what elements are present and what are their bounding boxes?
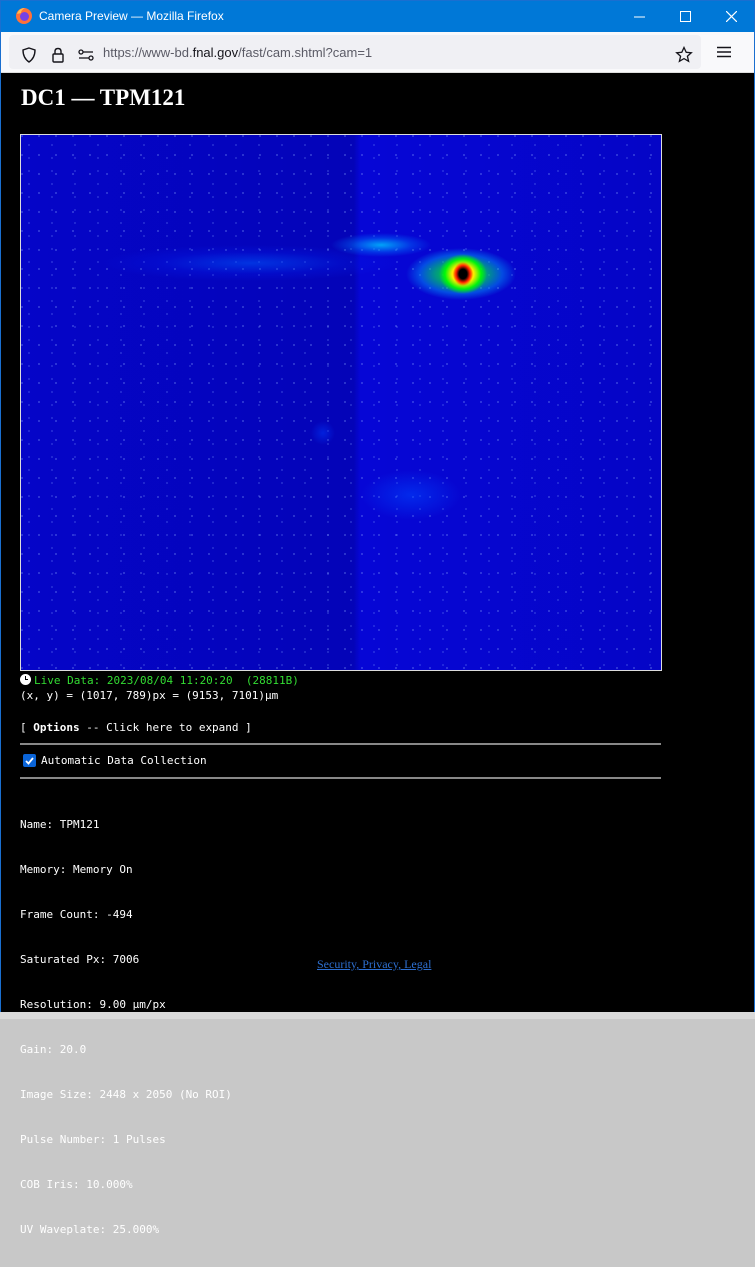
live-data-status: Live Data: 2023/08/04 11:20:20 (28811B) xyxy=(20,674,299,687)
info-memory: Memory: Memory On xyxy=(20,863,133,876)
auto-collection-row[interactable]: Automatic Data Collection xyxy=(23,754,207,767)
window-title: Camera Preview — Mozilla Firefox xyxy=(39,9,224,23)
page-title: DC1 — TPM121 xyxy=(21,85,186,110)
browser-window: Camera Preview — Mozilla Firefox https:/… xyxy=(0,0,755,1236)
bookmark-button[interactable] xyxy=(675,35,693,75)
maximize-button[interactable] xyxy=(662,1,708,32)
info-gain: Gain: 20.0 xyxy=(20,1043,87,1056)
auto-collection-label: Automatic Data Collection xyxy=(41,754,207,767)
menu-button[interactable] xyxy=(717,32,731,72)
divider xyxy=(20,743,661,745)
checkmark-icon xyxy=(25,756,34,765)
info-pulse-number: Pulse Number: 1 Pulses xyxy=(20,1133,166,1146)
security-privacy-legal-link[interactable]: Security, Privacy, Legal xyxy=(317,957,432,971)
live-data-label: Live Data: 2023/08/04 11:20:20 (28811B) xyxy=(34,674,299,687)
info-name: Name: TPM121 xyxy=(20,818,100,831)
info-saturated-px: Saturated Px: 7006 xyxy=(20,953,140,966)
info-uv-waveplate: UV Waveplate: 25.000% xyxy=(20,1223,160,1236)
minimize-icon xyxy=(633,16,645,18)
navigation-bar: https://www-bd.fnal.gov/fast/cam.shtml?c… xyxy=(1,32,754,73)
divider xyxy=(20,777,661,779)
cursor-coordinates: (x, y) = (1017, 789)px = (9153, 7101)µm xyxy=(20,689,279,702)
info-frame-count: Frame Count: -494 xyxy=(20,908,133,921)
minimize-button[interactable] xyxy=(616,1,662,32)
clock-icon xyxy=(20,674,31,685)
site-security-button[interactable] xyxy=(51,35,65,75)
close-icon xyxy=(725,11,737,22)
url-text[interactable]: https://www-bd.fnal.gov/fast/cam.shtml?c… xyxy=(103,45,373,60)
star-icon xyxy=(675,46,693,63)
options-toggle[interactable]: [ Options -- Click here to expand ] xyxy=(20,721,252,734)
info-image-size: Image Size: 2448 x 2050 (No ROI) xyxy=(20,1088,232,1101)
lock-icon xyxy=(52,47,64,63)
firefox-logo-icon xyxy=(16,8,32,24)
camera-image[interactable] xyxy=(20,134,662,671)
url-bar[interactable]: https://www-bd.fnal.gov/fast/cam.shtml?c… xyxy=(9,35,701,69)
shield-icon xyxy=(22,47,36,63)
desktop-strip xyxy=(0,1012,755,1019)
info-cob-iris: COB Iris: 10.000% xyxy=(20,1178,133,1191)
close-button[interactable] xyxy=(708,1,754,32)
title-bar: Camera Preview — Mozilla Firefox xyxy=(1,1,754,32)
hamburger-menu-icon xyxy=(717,46,731,58)
info-resolution: Resolution: 9.00 µm/px xyxy=(20,998,166,1011)
permissions-icon xyxy=(78,49,94,61)
page-content: DC1 — TPM121 Live Data: 2023/08/04 11:20… xyxy=(1,73,754,1236)
tracking-protection-button[interactable] xyxy=(21,35,37,75)
permissions-button[interactable] xyxy=(78,35,94,75)
camera-info: Name: TPM121 Memory: Memory On Frame Cou… xyxy=(20,787,232,1267)
auto-collection-checkbox[interactable] xyxy=(23,754,36,767)
maximize-icon xyxy=(679,11,691,22)
